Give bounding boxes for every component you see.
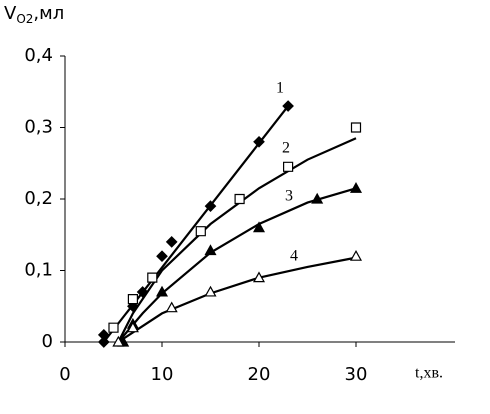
y-tick-label: 0,2 [24,188,53,209]
marker [195,226,206,237]
marker [253,135,265,148]
marker [126,321,139,333]
marker [204,244,217,256]
marker [127,294,138,305]
series-label: 3 [285,188,293,205]
series-label: 4 [290,248,298,265]
marker [252,221,266,233]
y-tick-label: 0,3 [24,117,53,138]
marker [349,182,363,193]
y-label-sub: O2 [16,12,33,26]
y-axis-label: VO2,мл [4,3,64,26]
marker [349,249,363,261]
marker [350,122,362,133]
marker [311,192,324,204]
marker [282,100,294,112]
marker [204,285,217,297]
y-tick-label: 0,1 [24,260,53,281]
marker [234,193,245,205]
marker [204,200,217,212]
marker [112,335,125,347]
marker [97,329,110,341]
series-label: 1 [276,80,284,97]
series-label: 2 [282,140,290,157]
marker [97,336,110,348]
marker [165,236,178,248]
y-label-main: V [4,3,17,24]
marker [252,271,266,283]
y-tick-label: 0 [42,331,53,352]
marker [147,272,158,283]
y-label-unit: ,мл [33,3,64,24]
marker [165,301,178,313]
y-tick-label: 0,4 [24,45,53,66]
x-tick-label: 10 [151,364,174,385]
fit-line [117,256,357,343]
x-tick-label: 20 [248,364,271,385]
marker [108,322,119,333]
marker [155,285,169,297]
marker [283,161,294,172]
marker [156,250,168,263]
x-axis-label: t,хв. [415,365,443,382]
x-tick-label: 0 [59,364,70,385]
fit-line [117,137,357,343]
x-tick-label: 30 [345,364,368,385]
